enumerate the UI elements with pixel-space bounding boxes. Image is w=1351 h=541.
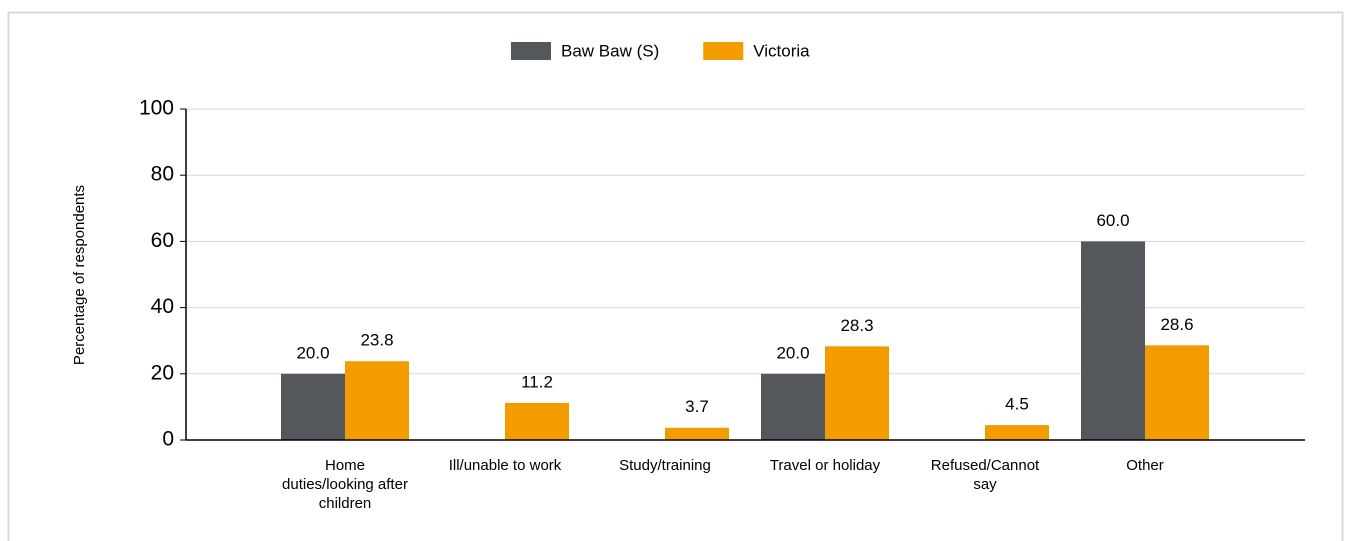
bar [281, 373, 345, 440]
y-tick-label: 0 [162, 428, 174, 451]
data-label: 20.0 [776, 343, 809, 362]
data-label: 20.0 [296, 343, 329, 362]
x-tick-line: Ill/unable to work [449, 457, 562, 474]
x-tick-line: Refused/Cannot [931, 457, 1040, 474]
bar [1081, 241, 1145, 440]
legend-swatch [511, 42, 551, 60]
bar [665, 427, 729, 440]
bar [825, 346, 889, 440]
y-tick-label: 60 [151, 229, 174, 252]
x-tick-label: Ill/unable to work [449, 457, 562, 474]
bar [345, 361, 409, 440]
bar [505, 402, 569, 440]
legend-swatch [703, 42, 744, 60]
x-tick-label: Home duties/looking after children [282, 457, 408, 512]
x-tick-label: Travel or holiday [770, 457, 881, 474]
legend-label: Victoria [753, 41, 810, 60]
y-tick-label: 80 [151, 163, 174, 186]
y-tick-label: 40 [151, 295, 174, 318]
data-label: 28.6 [1160, 315, 1193, 334]
data-label: 4.5 [1005, 395, 1029, 414]
x-tick-label: Study/training [619, 457, 711, 474]
data-label: 28.3 [840, 316, 873, 335]
x-tick-label: Refused/Cannot say [931, 457, 1040, 493]
legend-label: Baw Baw (S) [561, 41, 659, 60]
y-tick-label: 20 [151, 361, 174, 384]
x-tick-line: children [319, 495, 372, 512]
bar [761, 373, 825, 440]
x-tick-line: duties/looking after [282, 476, 408, 493]
data-label: 3.7 [685, 397, 709, 416]
bar [985, 425, 1049, 440]
x-tick-line: Travel or holiday [770, 457, 881, 474]
x-tick-line: say [973, 476, 997, 493]
bar [1145, 345, 1209, 440]
data-label: 60.0 [1096, 211, 1129, 230]
data-label: 23.8 [360, 331, 393, 350]
x-tick-label: Other [1126, 457, 1164, 474]
y-tick-label: 100 [139, 97, 174, 120]
data-label: 11.2 [521, 372, 553, 391]
x-tick-line: Home [325, 457, 365, 474]
x-tick-line: Other [1126, 457, 1164, 474]
x-tick-line: Study/training [619, 457, 711, 474]
y-axis-label: Percentage of respondents [71, 185, 88, 365]
